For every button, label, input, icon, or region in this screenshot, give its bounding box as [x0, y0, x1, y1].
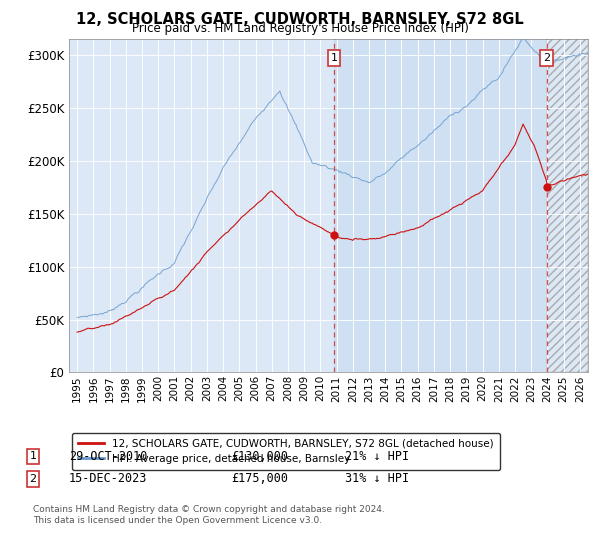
Text: £175,000: £175,000 — [231, 472, 288, 486]
Text: 15-DEC-2023: 15-DEC-2023 — [69, 472, 148, 486]
Text: Contains HM Land Registry data © Crown copyright and database right 2024.
This d: Contains HM Land Registry data © Crown c… — [33, 505, 385, 525]
Text: 21% ↓ HPI: 21% ↓ HPI — [345, 450, 409, 463]
Bar — [334, 39, 547, 372]
Legend: 12, SCHOLARS GATE, CUDWORTH, BARNSLEY, S72 8GL (detached house), HPI: Average pr: 12, SCHOLARS GATE, CUDWORTH, BARNSLEY, S… — [71, 432, 500, 470]
Text: 31% ↓ HPI: 31% ↓ HPI — [345, 472, 409, 486]
Bar — [547, 39, 588, 372]
Text: £130,000: £130,000 — [231, 450, 288, 463]
Text: Price paid vs. HM Land Registry's House Price Index (HPI): Price paid vs. HM Land Registry's House … — [131, 22, 469, 35]
Text: 29-OCT-2010: 29-OCT-2010 — [69, 450, 148, 463]
Text: 12, SCHOLARS GATE, CUDWORTH, BARNSLEY, S72 8GL: 12, SCHOLARS GATE, CUDWORTH, BARNSLEY, S… — [76, 12, 524, 27]
Text: 1: 1 — [331, 53, 337, 63]
Text: 2: 2 — [543, 53, 550, 63]
Bar — [547, 39, 588, 372]
Text: 2: 2 — [29, 474, 37, 484]
Text: 1: 1 — [29, 451, 37, 461]
